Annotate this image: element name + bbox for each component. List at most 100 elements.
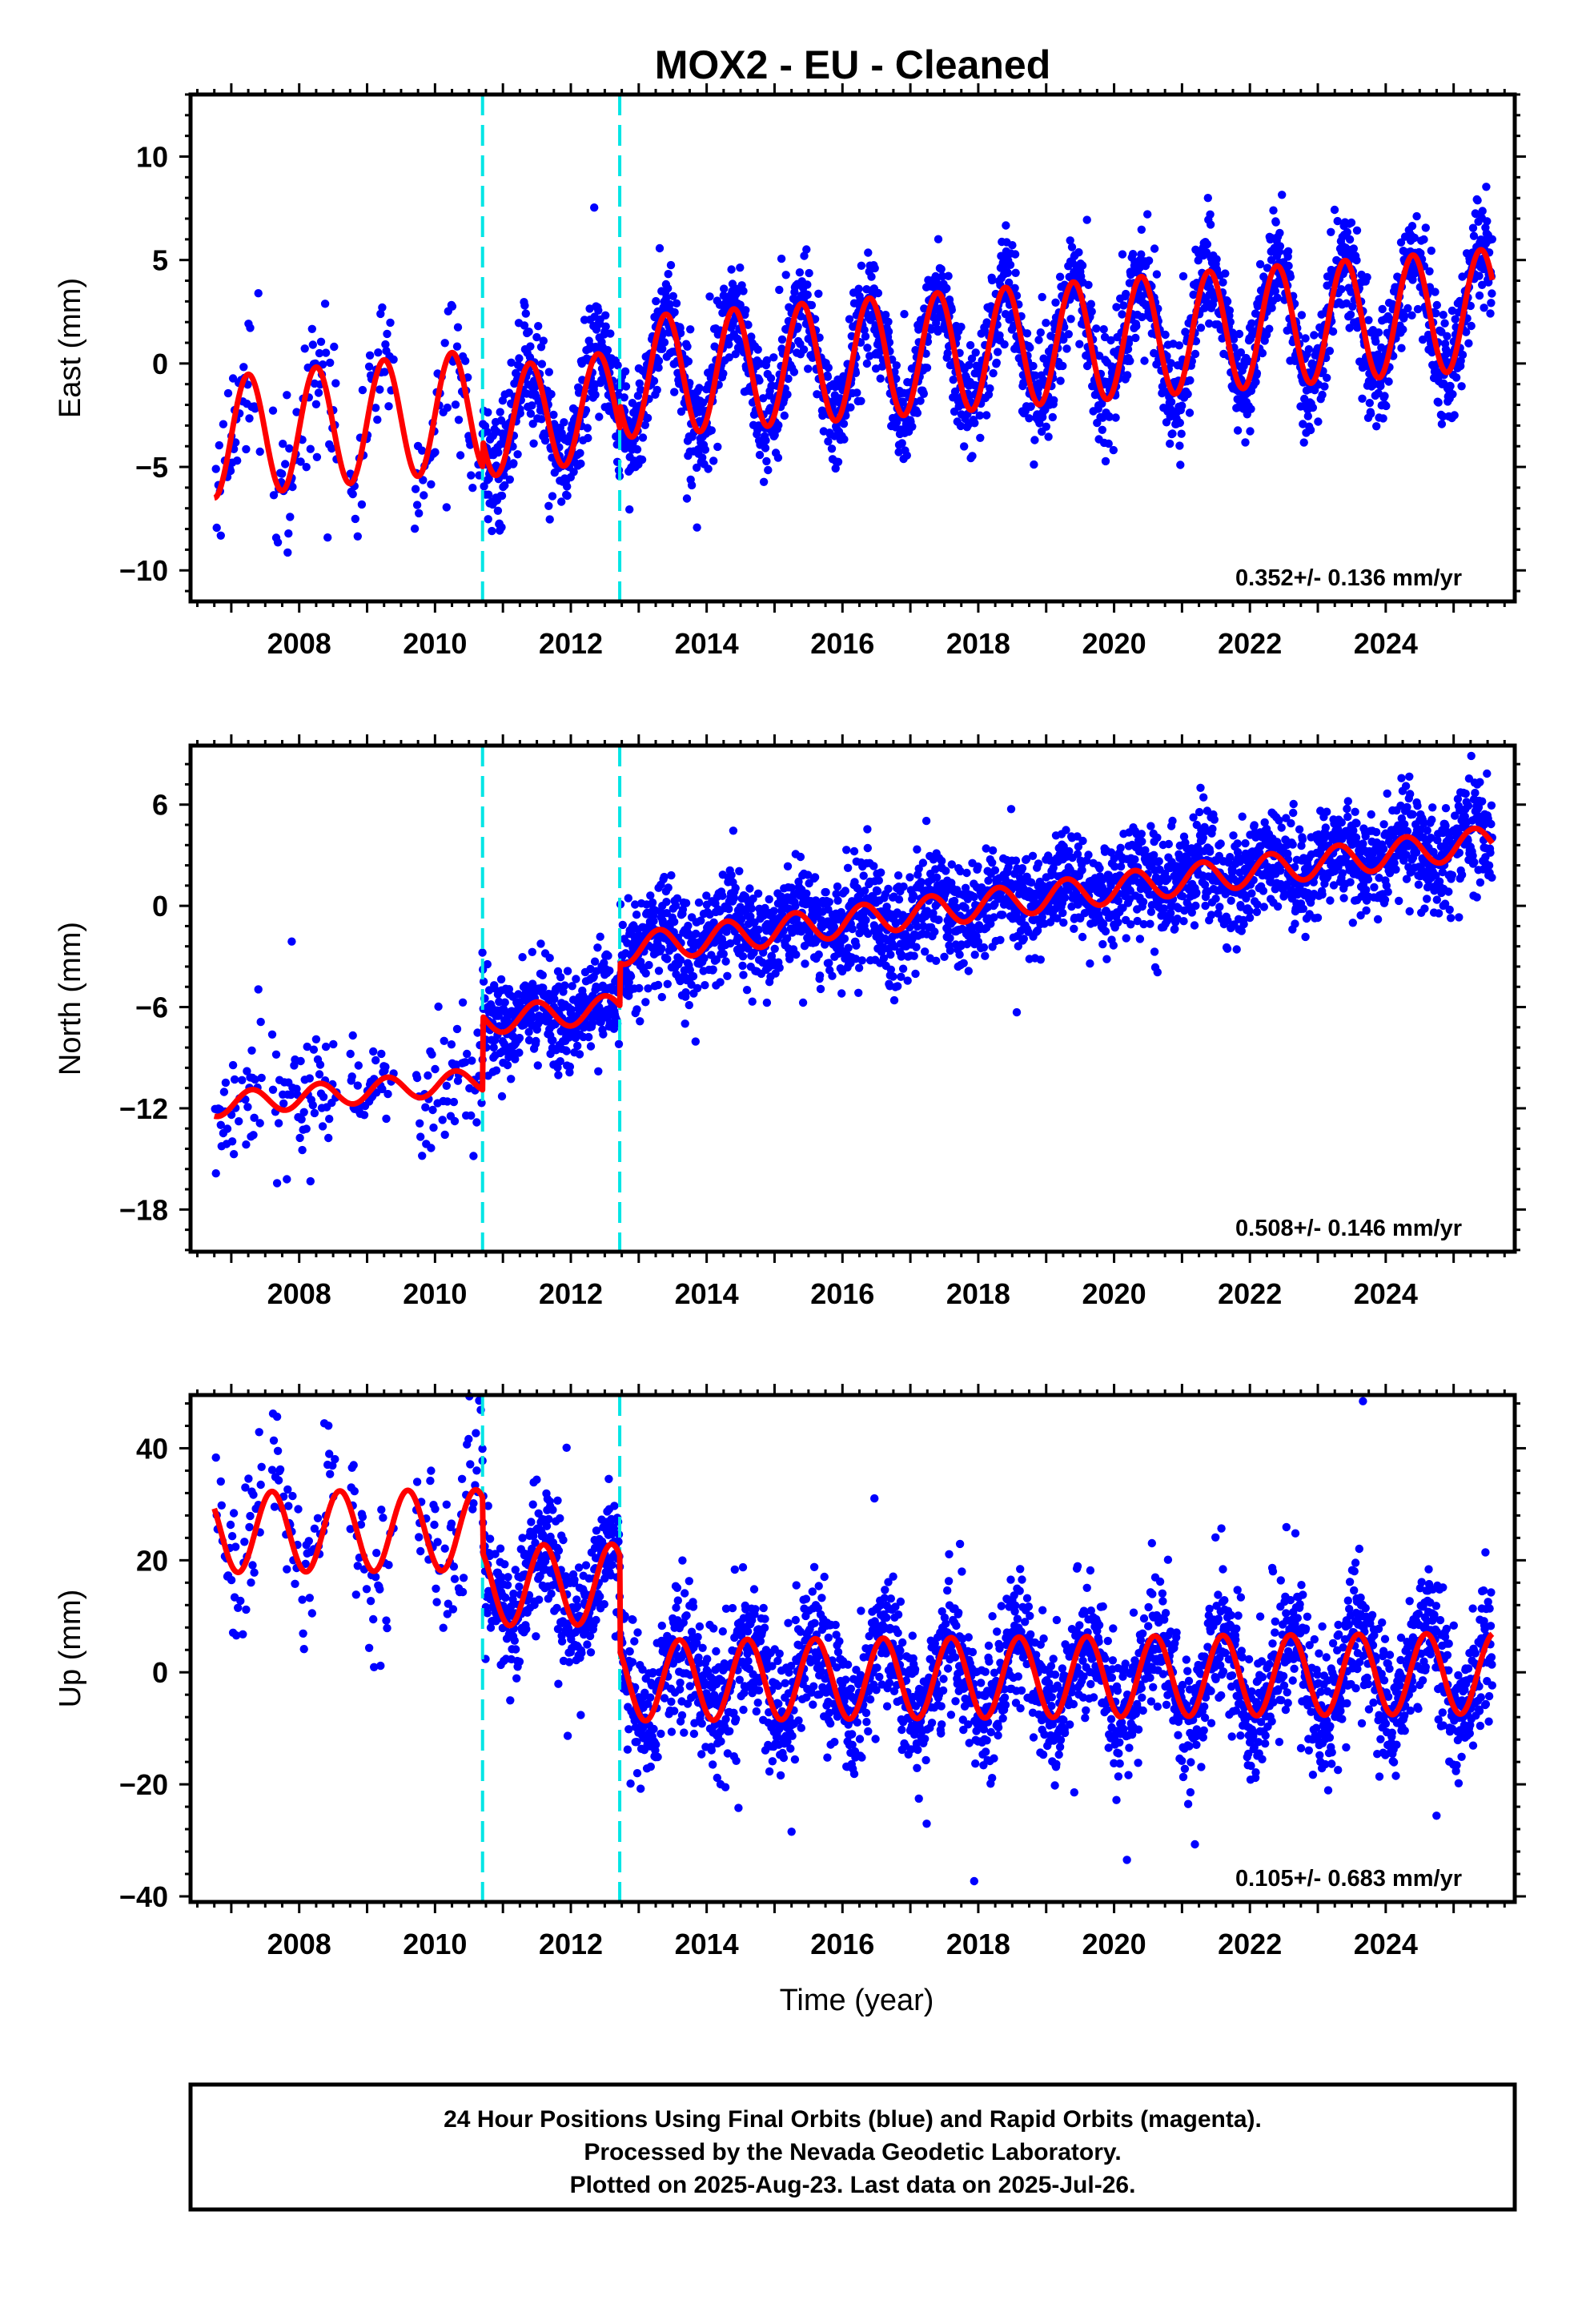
data-point	[524, 328, 533, 336]
data-point	[913, 408, 922, 417]
x-tick-label: 2010	[403, 627, 467, 660]
data-point	[1086, 300, 1096, 308]
data-point	[302, 463, 311, 472]
data-point	[1284, 261, 1293, 271]
data-point	[314, 388, 323, 397]
data-point	[536, 939, 545, 948]
data-point	[864, 248, 873, 257]
data-point	[1397, 344, 1406, 352]
data-point	[845, 315, 854, 324]
data-point	[554, 1071, 563, 1080]
data-point	[966, 340, 975, 350]
data-point	[764, 465, 773, 475]
data-point	[998, 911, 1007, 919]
data-point	[358, 385, 367, 395]
data-point	[550, 995, 559, 1003]
data-point	[569, 468, 578, 476]
data-point	[239, 363, 248, 372]
data-point	[383, 329, 391, 339]
data-point	[1118, 310, 1126, 319]
data-point	[949, 376, 958, 384]
data-point	[620, 367, 630, 376]
data-point	[1036, 955, 1046, 964]
data-point	[268, 1085, 278, 1095]
data-point	[1062, 344, 1071, 353]
data-point	[443, 403, 452, 412]
data-point	[1488, 235, 1497, 243]
data-point	[660, 338, 669, 347]
data-point	[298, 1145, 307, 1155]
data-point	[1002, 221, 1010, 230]
data-point	[466, 440, 475, 449]
data-point	[599, 1030, 608, 1039]
data-point	[1099, 325, 1108, 334]
data-point	[792, 950, 801, 959]
data-point	[635, 983, 644, 993]
data-point	[1175, 441, 1184, 450]
data-point	[988, 275, 997, 285]
data-point	[854, 988, 863, 998]
data-point	[1092, 324, 1101, 333]
east-y-axis-label: East (mm)	[54, 278, 87, 418]
data-point	[825, 959, 833, 967]
data-point	[1475, 291, 1484, 300]
data-point	[563, 491, 572, 501]
data-point	[272, 1179, 282, 1188]
data-point	[783, 390, 792, 399]
data-point	[898, 964, 908, 973]
data-point	[1006, 260, 1015, 269]
data-point	[557, 497, 566, 506]
data-point	[729, 826, 738, 835]
data-point	[255, 1119, 264, 1128]
data-point	[410, 525, 420, 533]
data-point	[863, 825, 872, 834]
data-point	[1175, 418, 1185, 428]
data-point	[534, 322, 543, 331]
data-point	[1005, 278, 1014, 287]
data-point	[1458, 350, 1468, 360]
data-point	[783, 862, 793, 871]
data-point	[795, 268, 805, 277]
data-point	[944, 271, 953, 280]
data-point	[793, 322, 802, 332]
data-point	[416, 1132, 425, 1141]
data-point	[932, 956, 941, 966]
data-point	[467, 471, 476, 480]
data-point	[453, 323, 463, 332]
data-point	[937, 264, 946, 274]
data-point	[720, 284, 729, 293]
data-point	[624, 894, 632, 903]
data-point	[755, 376, 764, 385]
data-point	[861, 332, 870, 341]
data-point	[238, 1076, 247, 1085]
data-point	[1030, 460, 1038, 469]
data-point	[515, 1033, 524, 1043]
data-point	[348, 1031, 357, 1040]
data-point	[480, 482, 488, 491]
data-point	[251, 404, 259, 413]
data-point	[1140, 356, 1149, 365]
x-tick-label: 2016	[810, 627, 874, 660]
x-tick-label: 2024	[1354, 627, 1418, 660]
data-point	[666, 260, 676, 270]
data-point	[300, 344, 309, 353]
data-point	[802, 889, 811, 899]
data-point	[1425, 267, 1434, 275]
data-point	[1469, 231, 1479, 240]
data-point	[1327, 227, 1335, 236]
x-tick-label: 2014	[675, 627, 739, 660]
data-point	[759, 394, 768, 403]
data-point	[839, 420, 849, 428]
data-point	[621, 382, 631, 391]
data-point	[1026, 343, 1034, 352]
data-point	[594, 1067, 603, 1076]
data-point	[658, 344, 667, 353]
data-point	[286, 513, 295, 521]
data-point	[1440, 319, 1449, 328]
data-point	[329, 1039, 338, 1049]
data-point	[1101, 927, 1110, 936]
data-point	[892, 361, 901, 370]
data-point	[507, 358, 516, 367]
data-point	[585, 304, 594, 313]
data-point	[857, 261, 866, 270]
